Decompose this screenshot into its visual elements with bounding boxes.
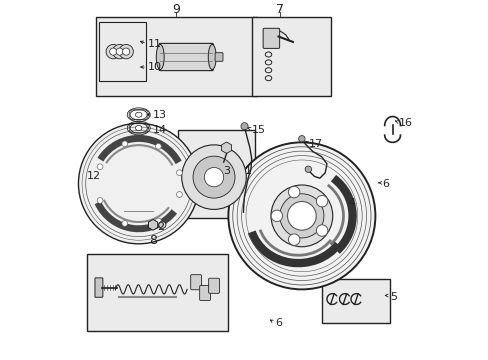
Text: 3: 3: [223, 166, 229, 176]
Text: 13: 13: [153, 111, 167, 121]
Bar: [86, 253, 228, 330]
Circle shape: [228, 142, 375, 289]
Text: 5: 5: [389, 292, 396, 302]
Bar: [251, 17, 330, 96]
Circle shape: [116, 48, 123, 55]
Text: 14: 14: [153, 125, 167, 135]
Circle shape: [78, 123, 199, 244]
Circle shape: [182, 145, 246, 210]
Circle shape: [204, 167, 223, 187]
Circle shape: [270, 185, 332, 247]
Bar: [99, 22, 145, 81]
Circle shape: [316, 195, 327, 207]
Text: 1: 1: [244, 166, 252, 176]
Circle shape: [176, 192, 182, 197]
Text: 17: 17: [308, 139, 323, 149]
FancyBboxPatch shape: [208, 278, 219, 293]
Text: 10: 10: [147, 62, 162, 72]
Text: 4: 4: [348, 198, 355, 208]
Circle shape: [288, 186, 299, 198]
Text: 11: 11: [147, 39, 162, 49]
Circle shape: [305, 166, 311, 172]
Circle shape: [288, 234, 299, 246]
Circle shape: [155, 143, 161, 149]
Ellipse shape: [135, 112, 142, 117]
Bar: [178, 130, 255, 218]
Text: 9: 9: [172, 3, 180, 16]
Ellipse shape: [135, 126, 142, 131]
Circle shape: [270, 210, 282, 222]
Circle shape: [287, 202, 316, 230]
FancyBboxPatch shape: [215, 53, 223, 61]
FancyBboxPatch shape: [263, 28, 279, 48]
Circle shape: [119, 44, 133, 59]
Circle shape: [97, 164, 102, 170]
Text: 6: 6: [274, 319, 282, 328]
Circle shape: [122, 141, 127, 147]
Text: 12: 12: [86, 171, 101, 181]
Text: 16: 16: [398, 118, 412, 128]
Circle shape: [316, 225, 327, 236]
FancyBboxPatch shape: [159, 43, 213, 71]
Text: 15: 15: [251, 125, 265, 135]
Circle shape: [279, 194, 323, 238]
Circle shape: [193, 156, 235, 198]
Text: 2: 2: [156, 222, 163, 231]
Circle shape: [176, 170, 182, 176]
FancyBboxPatch shape: [190, 275, 201, 290]
Text: 6: 6: [382, 179, 389, 189]
Bar: [321, 279, 389, 323]
Text: 8: 8: [149, 234, 157, 247]
Ellipse shape: [156, 44, 164, 69]
Circle shape: [112, 44, 126, 59]
Circle shape: [109, 48, 117, 55]
Ellipse shape: [208, 44, 216, 69]
FancyBboxPatch shape: [199, 285, 210, 301]
Circle shape: [159, 221, 165, 228]
Circle shape: [122, 48, 129, 55]
Circle shape: [155, 218, 161, 224]
Circle shape: [241, 123, 247, 130]
Text: 7: 7: [276, 3, 284, 16]
Circle shape: [106, 44, 120, 59]
Circle shape: [298, 135, 305, 142]
Circle shape: [97, 198, 102, 203]
Bar: [96, 17, 257, 96]
Circle shape: [122, 221, 127, 226]
FancyBboxPatch shape: [95, 278, 102, 297]
